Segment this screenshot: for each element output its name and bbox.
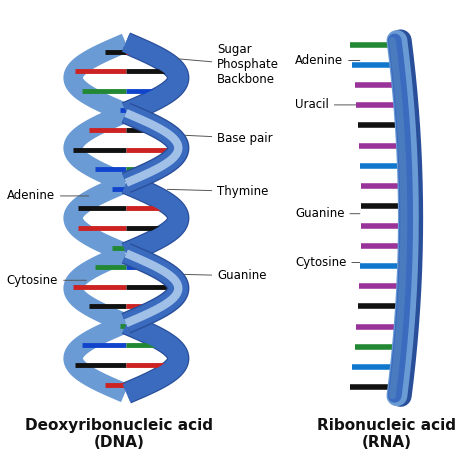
Text: Sugar
Phosphate
Backbone: Sugar Phosphate Backbone (174, 44, 279, 86)
Text: Adenine: Adenine (7, 190, 89, 202)
Text: Uracil: Uracil (295, 98, 360, 112)
Text: Cytosine: Cytosine (7, 274, 86, 287)
Text: Adenine: Adenine (295, 54, 360, 67)
Text: Base pair: Base pair (156, 132, 273, 145)
Text: Ribonucleic acid
(RNA): Ribonucleic acid (RNA) (317, 418, 456, 450)
Text: Guanine: Guanine (156, 269, 267, 282)
Text: Guanine: Guanine (295, 207, 360, 220)
Text: Deoxyribonucleic acid
(DNA): Deoxyribonucleic acid (DNA) (25, 418, 213, 450)
Text: Thymine: Thymine (167, 185, 269, 198)
Text: Cytosine: Cytosine (295, 256, 360, 269)
